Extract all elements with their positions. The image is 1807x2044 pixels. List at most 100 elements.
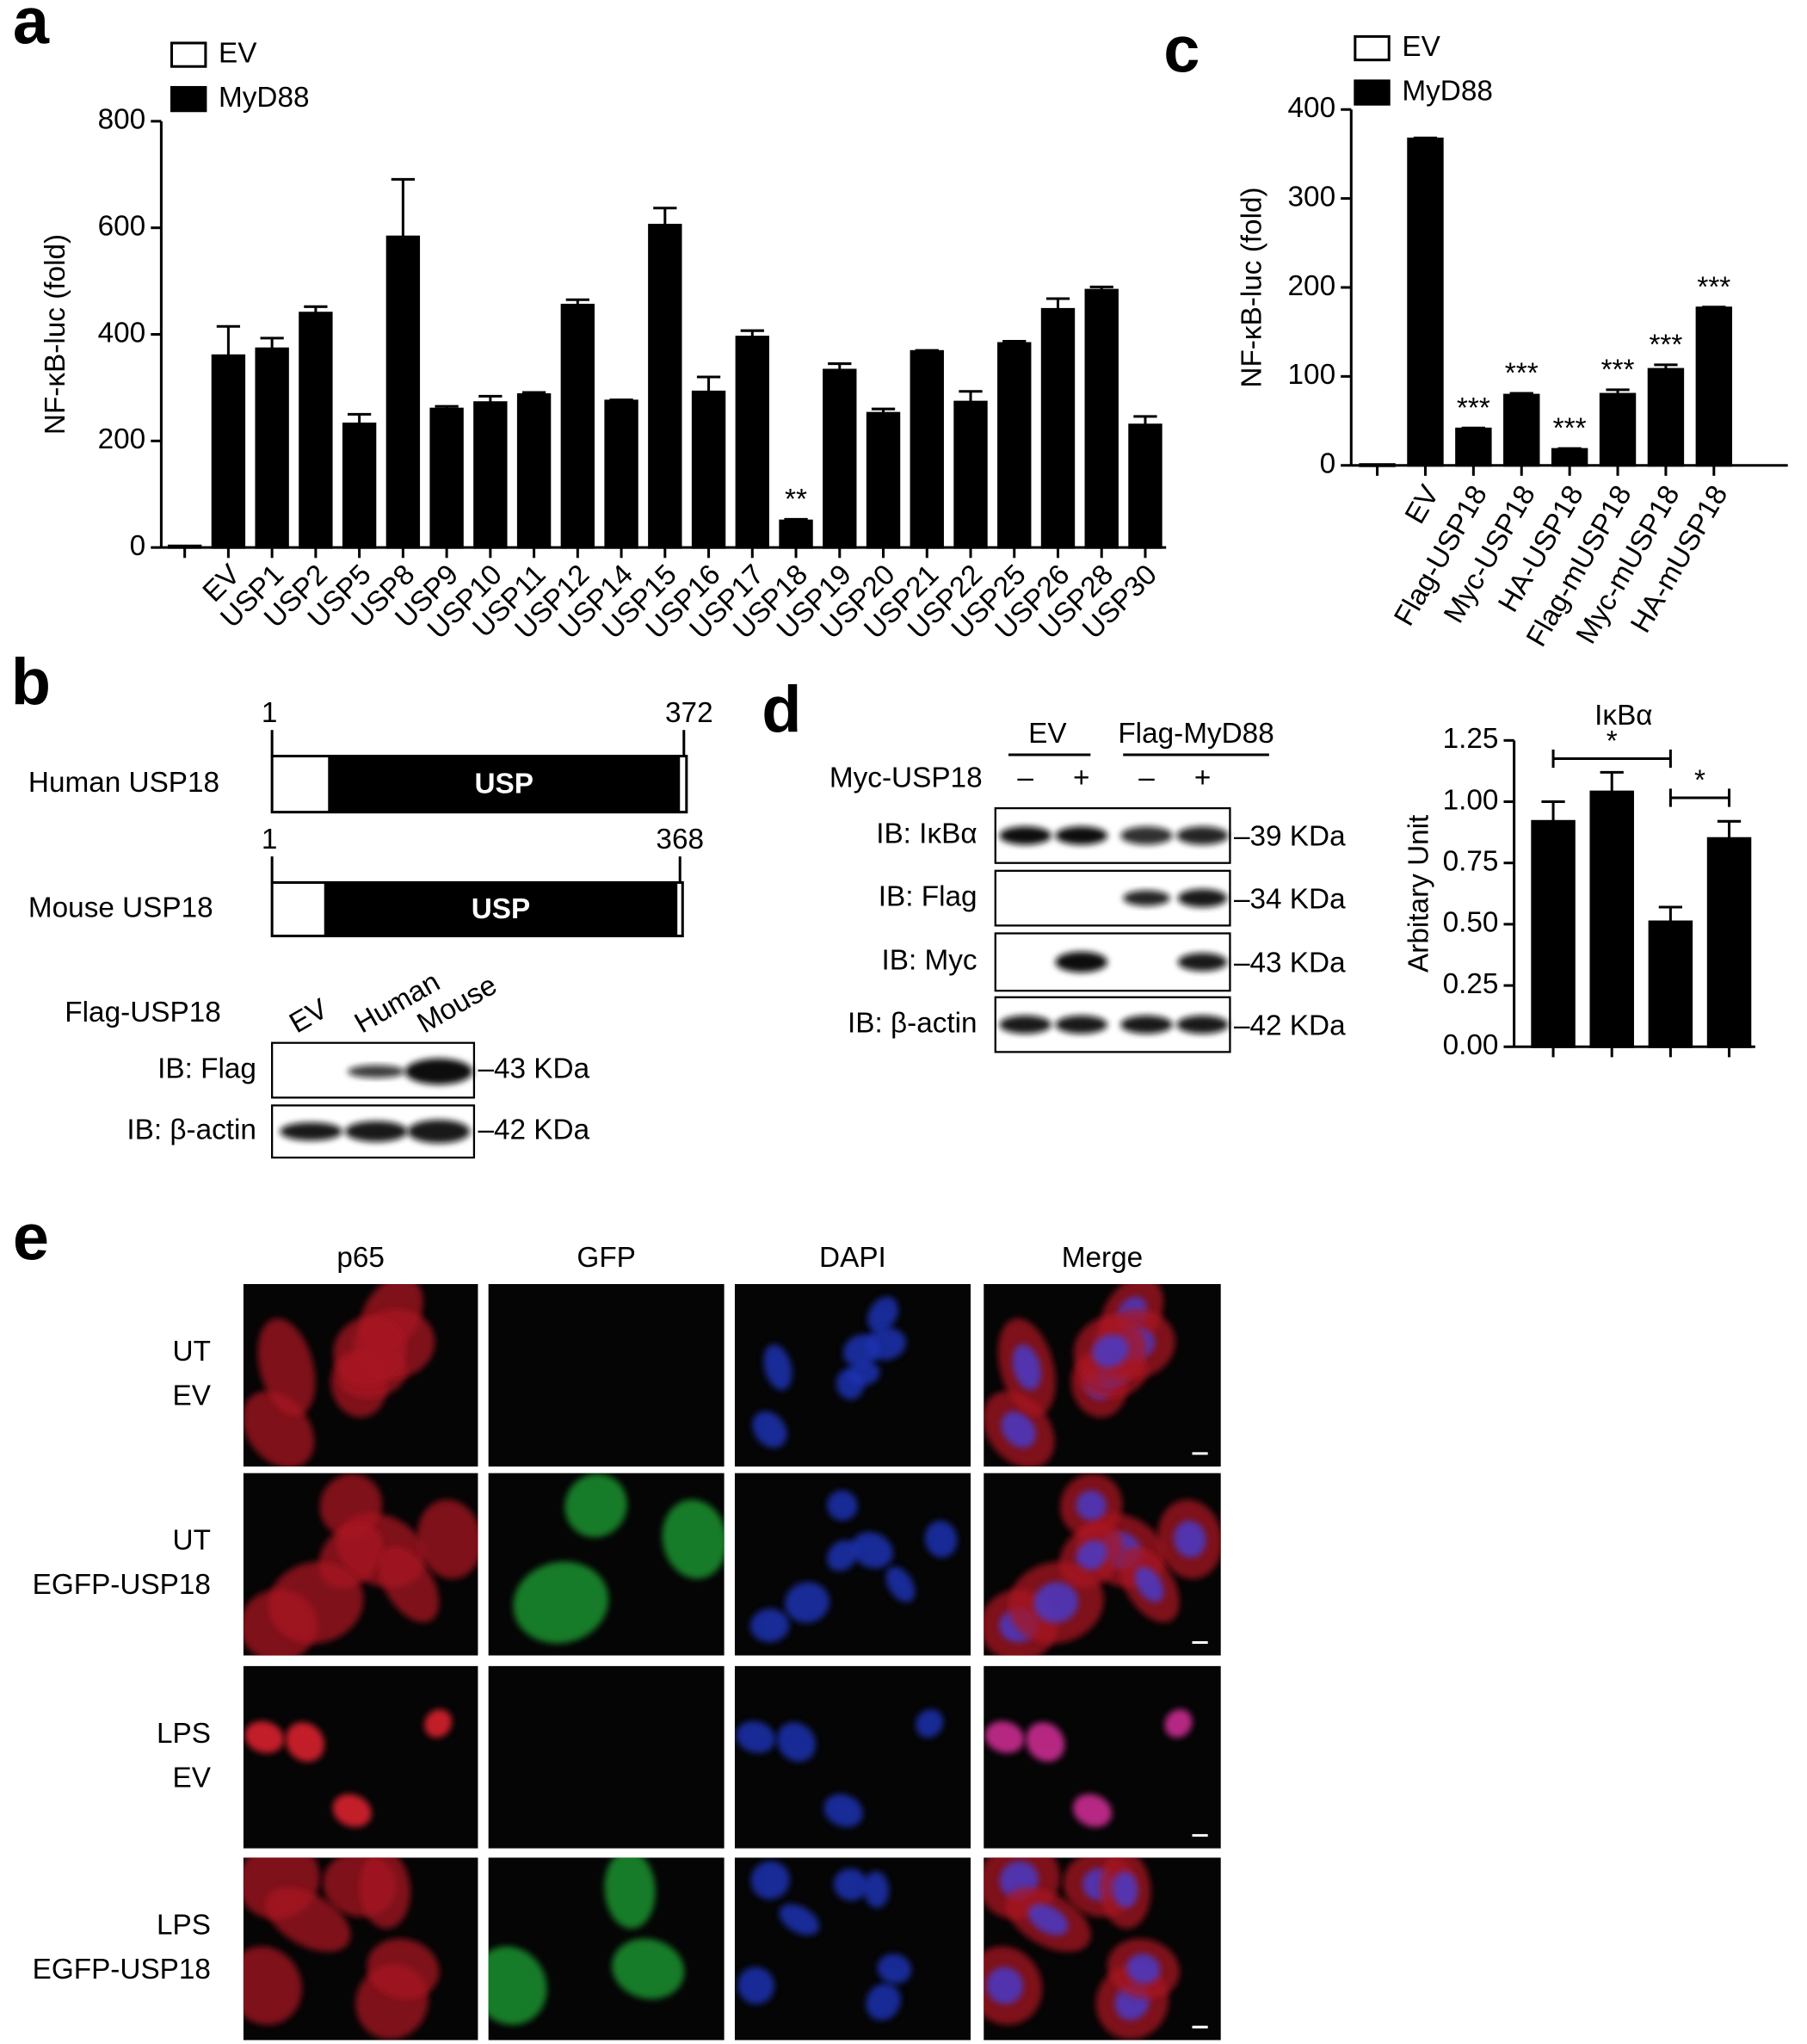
- nucleus: [1012, 1344, 1041, 1391]
- bar: [255, 347, 289, 549]
- nucleus: [877, 1954, 912, 1985]
- y-tick-label: 800: [98, 104, 146, 136]
- bar: [560, 303, 595, 549]
- row-label: EGFP-USP18: [33, 1954, 211, 1985]
- significance-label: ***: [1649, 330, 1682, 361]
- nucleus: [424, 1709, 453, 1738]
- cell: [333, 1316, 407, 1386]
- cell: [379, 1546, 440, 1623]
- domain-label: USP: [475, 768, 534, 800]
- significance-label: ***: [1697, 271, 1730, 303]
- panel-label: a: [13, 0, 50, 58]
- nucleus: [833, 1868, 868, 1901]
- domain-box: [328, 756, 681, 812]
- row-label: EV: [173, 1380, 212, 1412]
- blot-row-label: IB: Flag: [157, 1053, 256, 1084]
- nucleus: [1126, 1954, 1161, 1985]
- column-header: p65: [336, 1242, 385, 1274]
- row-label: LPS: [157, 1909, 211, 1941]
- nucleus: [863, 1871, 890, 1908]
- nucleus: [1164, 1709, 1193, 1738]
- micrograph: [243, 1283, 478, 1467]
- nucleus: [848, 1361, 880, 1386]
- blot-band: [1120, 826, 1173, 845]
- lane-sign: +: [1073, 763, 1089, 794]
- bar: [1599, 392, 1637, 467]
- y-tick-label: 0: [130, 530, 146, 562]
- row-label: EGFP-USP18: [33, 1569, 211, 1601]
- end-residue: 372: [665, 697, 713, 729]
- nucleus: [736, 1720, 775, 1753]
- nucleus: [737, 1967, 774, 2004]
- legend-label: MyD88: [219, 82, 310, 114]
- blot-size-label: –34 KDa: [1234, 883, 1346, 915]
- bar: [473, 401, 508, 549]
- legend-swatch: [170, 85, 207, 113]
- panel-label: b: [11, 645, 51, 719]
- significance-label: ***: [1601, 354, 1635, 386]
- nucleus: [827, 1540, 858, 1572]
- nucleus: [1092, 1334, 1129, 1368]
- blot-row-label: IB: IκBα: [876, 818, 977, 850]
- bar: [429, 407, 464, 549]
- lane-label: EV: [284, 992, 334, 1040]
- nucleus: [776, 1722, 817, 1762]
- bar: [1084, 288, 1119, 549]
- bar: [342, 423, 377, 549]
- start-residue: 1: [262, 697, 278, 729]
- nucleus: [1026, 1722, 1065, 1762]
- cell: [319, 1473, 383, 1538]
- domain-label: USP: [472, 893, 531, 925]
- bar: [823, 368, 857, 549]
- row-label: EV: [173, 1762, 212, 1794]
- bar: [1706, 837, 1752, 1048]
- y-tick-label: 400: [1288, 92, 1336, 124]
- bar: [1648, 920, 1693, 1048]
- nucleus: [750, 1861, 790, 1899]
- lane-sign: –: [1017, 763, 1033, 794]
- legend-label: EV: [1402, 31, 1440, 63]
- nucleus: [332, 1794, 372, 1828]
- blot-band: [1055, 826, 1108, 845]
- bar: [167, 544, 202, 549]
- nucleus: [827, 1490, 858, 1521]
- nucleus: [1001, 1411, 1036, 1448]
- blot-band: [999, 1015, 1052, 1034]
- group-label: Flag-MyD88: [1118, 718, 1274, 750]
- bar: [648, 224, 682, 549]
- nucleus: [867, 1296, 898, 1333]
- bar: [1695, 306, 1733, 467]
- bar: [1040, 307, 1076, 549]
- micrograph: [488, 1665, 725, 1849]
- blot-size-label: –42 KDa: [1234, 1010, 1346, 1041]
- blot-band: [1120, 1015, 1173, 1034]
- bar: [604, 399, 638, 549]
- micrograph: [734, 1665, 971, 1849]
- nucleus: [750, 1609, 790, 1643]
- bar: [1647, 367, 1685, 467]
- blot-band: [1123, 890, 1170, 906]
- blot-row-label: IB: Myc: [882, 945, 978, 977]
- bar: [866, 411, 901, 549]
- bar: [1551, 448, 1588, 467]
- nucleus: [285, 1722, 325, 1762]
- y-tick-label: 0: [1320, 448, 1336, 480]
- nucleus: [984, 1720, 1025, 1753]
- y-tick-label: 200: [1288, 270, 1336, 302]
- bar: [1359, 463, 1396, 467]
- blot-size-label: –43 KDa: [1234, 948, 1346, 979]
- blot-band: [404, 1058, 473, 1085]
- y-tick-label: 1.25: [1443, 723, 1499, 755]
- y-axis-label: Arbitary Unit: [1403, 814, 1434, 973]
- treatment-label: Flag-USP18: [65, 997, 220, 1028]
- row-label: UT: [173, 1336, 211, 1368]
- bar: [1455, 427, 1492, 467]
- treatment-label: Myc-USP18: [829, 763, 983, 794]
- panel-label: c: [1163, 14, 1200, 87]
- blot-size-label: –42 KDa: [478, 1115, 589, 1146]
- legend-label: EV: [219, 37, 257, 69]
- row-label: UT: [173, 1525, 211, 1557]
- panel-label: d: [762, 673, 801, 746]
- blot-row-label: IB: Flag: [879, 880, 978, 912]
